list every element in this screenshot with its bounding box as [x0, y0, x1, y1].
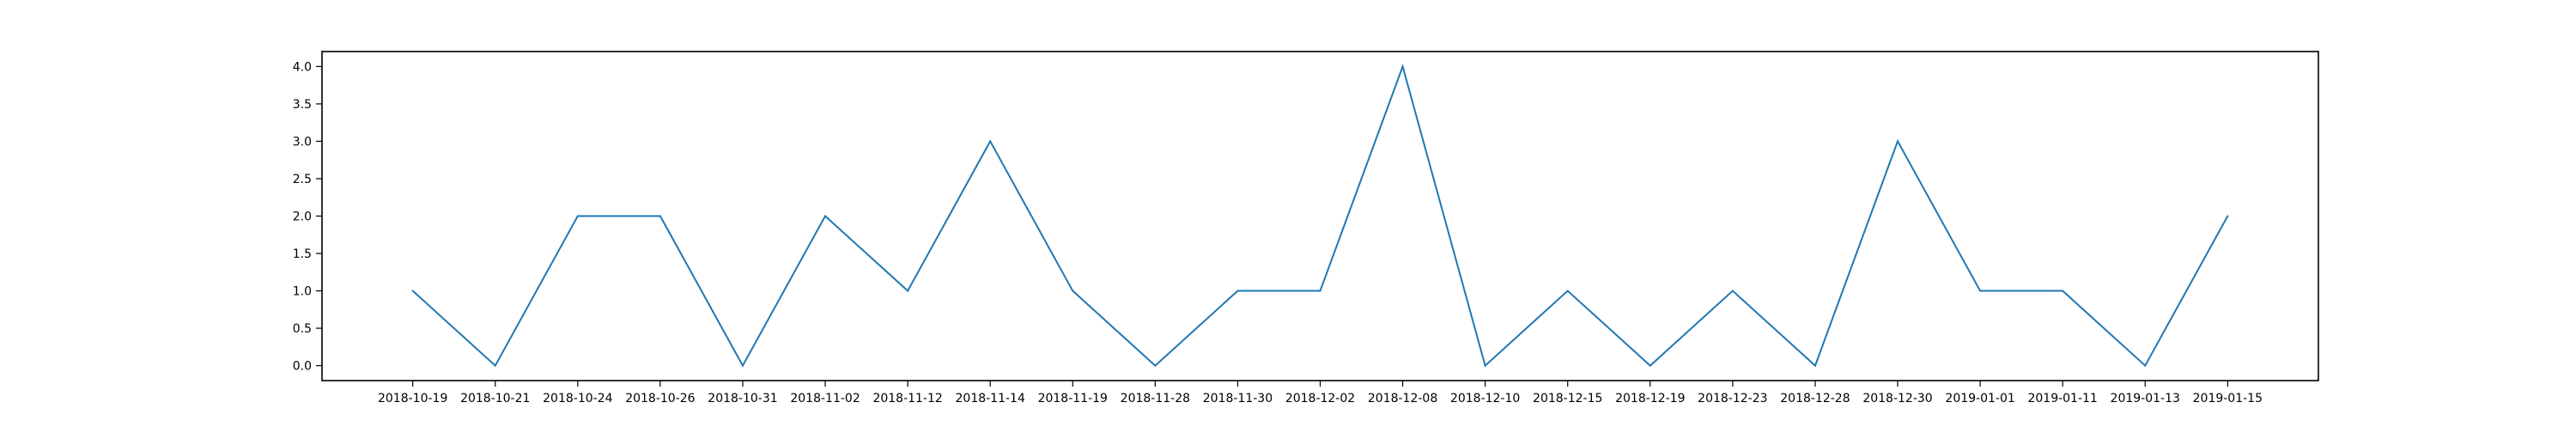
data-point: [2062, 290, 2064, 292]
x-tick-label: 2018-10-21: [460, 392, 530, 406]
x-tick-label: 2018-10-24: [543, 392, 612, 406]
y-tick-label: 0.0: [293, 360, 312, 374]
x-tick-label: 2018-12-15: [1533, 392, 1602, 406]
y-tick-label: 3.5: [293, 98, 312, 112]
x-tick-label: 2018-12-30: [1862, 392, 1932, 406]
x-tick-label: 2018-10-19: [378, 392, 447, 406]
data-point: [741, 364, 744, 367]
x-tick-label: 2018-10-26: [625, 392, 695, 406]
x-tick-label: 2018-12-19: [1615, 392, 1685, 406]
data-point: [2144, 364, 2147, 367]
data-point: [1154, 364, 1157, 367]
y-tick-label: 0.5: [293, 322, 312, 336]
y-tick-label: 3.0: [293, 135, 312, 149]
data-point: [1566, 290, 1569, 292]
y-tick-label: 2.0: [293, 210, 312, 224]
data-point: [1319, 290, 1321, 292]
x-tick-label: 2018-11-30: [1203, 392, 1273, 406]
y-axis-ticks: 0.0 0.5 1.0 1.5 2.0 2.5 3.0 3.5 4.0: [293, 60, 322, 374]
x-axis-ticks: 2018-10-19 2018-10-21 2018-10-24 2018-10-26…: [378, 381, 2263, 406]
data-point: [1401, 65, 1404, 68]
plot-area-frame: [321, 51, 2319, 381]
y-tick-label: 1.5: [293, 247, 312, 261]
data-point: [576, 215, 579, 217]
x-tick-label: 2018-11-28: [1121, 392, 1190, 406]
x-tick-label: 2019-01-11: [2027, 392, 2097, 406]
x-tick-label: 2018-12-28: [1780, 392, 1850, 406]
data-point: [494, 364, 496, 367]
data-point: [1236, 290, 1239, 292]
data-point: [1814, 364, 1816, 367]
data-point: [907, 290, 909, 292]
x-tick-label: 2018-11-12: [872, 392, 942, 406]
x-tick-label: 2018-12-23: [1698, 392, 1767, 406]
data-point: [989, 140, 992, 143]
data-point: [1979, 290, 1982, 292]
data-point: [1731, 290, 1734, 292]
series-lines: [411, 64, 2229, 368]
x-tick-label: 2019-01-01: [1945, 392, 2014, 406]
x-tick-label: 2018-11-02: [790, 392, 860, 406]
data-point: [1897, 140, 1899, 143]
data-point: [2227, 215, 2229, 217]
y-tick-label: 1.0: [293, 285, 312, 299]
data-point: [659, 215, 661, 217]
data-point: [1649, 364, 1651, 367]
data-point: [824, 215, 827, 217]
y-tick-label: 2.5: [293, 173, 312, 186]
data-point: [411, 290, 414, 292]
x-tick-label: 2019-01-13: [2111, 392, 2180, 406]
x-tick-label: 2018-11-19: [1038, 392, 1108, 406]
data-point: [1484, 364, 1486, 367]
x-tick-label: 2018-11-14: [956, 392, 1025, 406]
x-tick-label: 2019-01-15: [2193, 392, 2263, 406]
y-tick-label: 4.0: [293, 60, 312, 74]
x-tick-label: 2018-12-02: [1285, 392, 1355, 406]
x-tick-label: 2018-10-31: [708, 392, 777, 406]
x-tick-label: 2018-12-08: [1368, 392, 1437, 406]
data-point: [1072, 290, 1074, 292]
x-tick-label: 2018-12-10: [1450, 392, 1520, 406]
